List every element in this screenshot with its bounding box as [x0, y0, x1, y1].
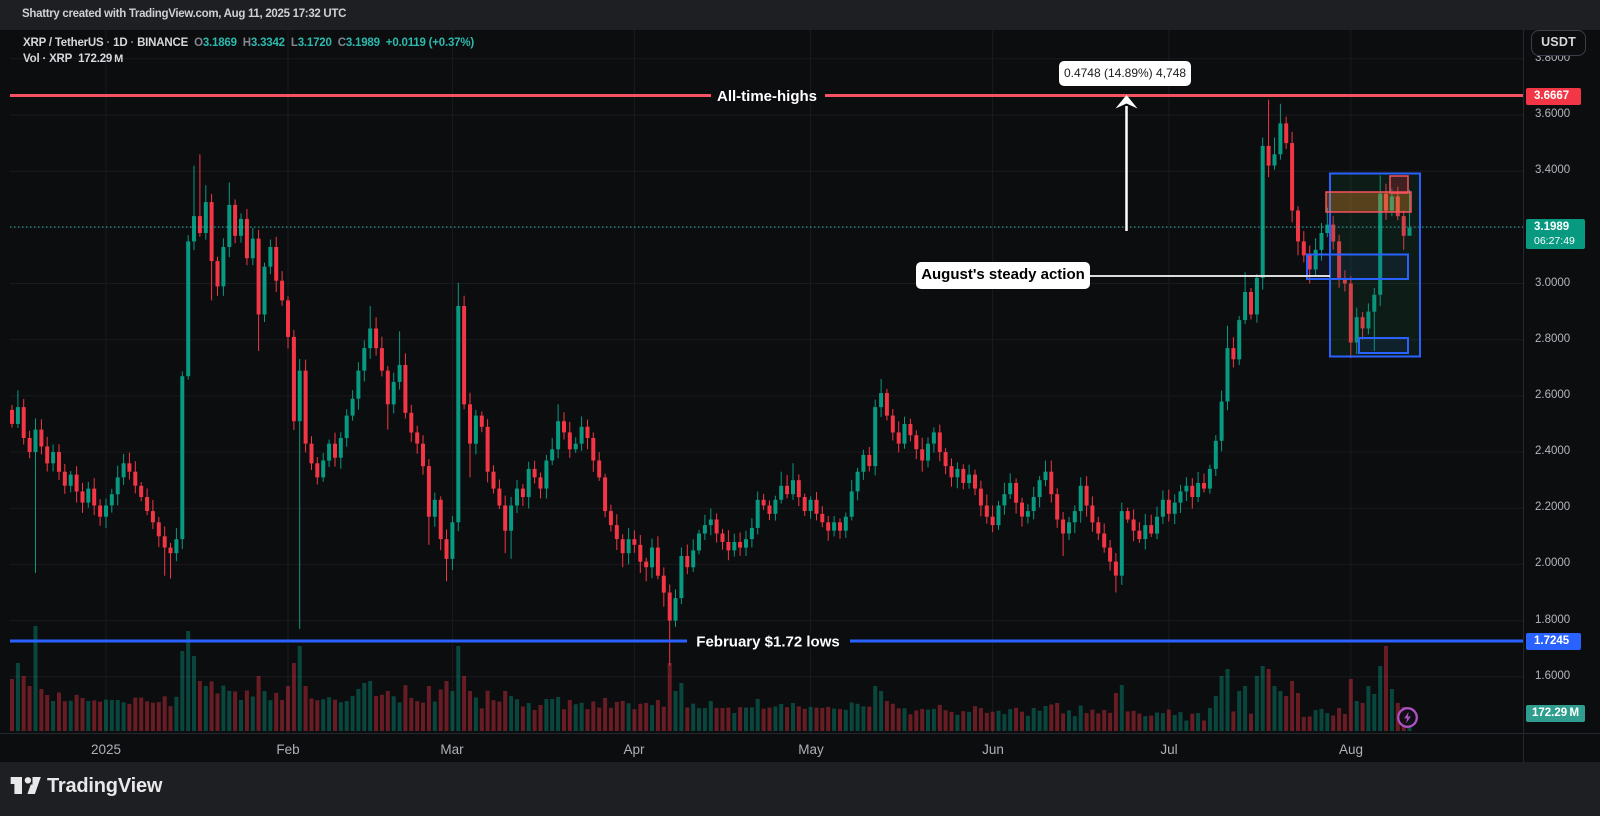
svg-text:All-time-highs: All-time-highs: [717, 88, 817, 105]
svg-text:February $1.72 lows: February $1.72 lows: [696, 634, 839, 651]
